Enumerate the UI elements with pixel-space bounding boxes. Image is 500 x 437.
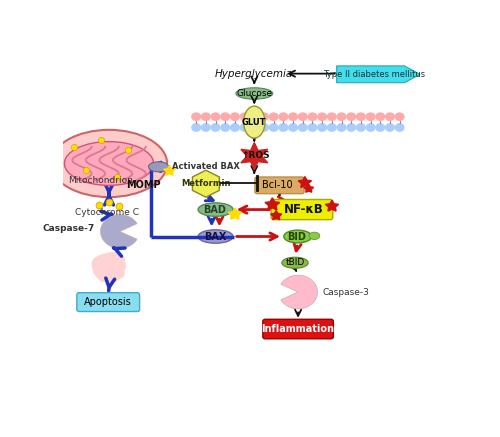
Circle shape (201, 112, 211, 121)
Ellipse shape (284, 230, 312, 243)
Circle shape (375, 112, 386, 121)
FancyBboxPatch shape (271, 199, 333, 220)
Circle shape (327, 123, 337, 132)
Polygon shape (281, 275, 318, 309)
Circle shape (288, 112, 298, 121)
Ellipse shape (244, 106, 265, 138)
Circle shape (288, 123, 298, 132)
Circle shape (230, 123, 240, 132)
Circle shape (240, 123, 250, 132)
Circle shape (336, 112, 346, 121)
Circle shape (346, 112, 356, 121)
Circle shape (317, 123, 327, 132)
Ellipse shape (198, 230, 233, 243)
Circle shape (268, 112, 278, 121)
Polygon shape (270, 211, 281, 220)
Text: Caspase-3: Caspase-3 (322, 288, 369, 297)
Circle shape (375, 123, 386, 132)
Circle shape (278, 112, 288, 121)
Polygon shape (326, 200, 338, 211)
Circle shape (220, 123, 230, 132)
Polygon shape (265, 198, 280, 210)
Text: NF-κB: NF-κB (284, 203, 324, 216)
Circle shape (346, 123, 356, 132)
Circle shape (385, 112, 395, 121)
Text: Hyperglycemia: Hyperglycemia (215, 69, 294, 79)
Circle shape (308, 123, 318, 132)
Text: MOMP: MOMP (126, 180, 161, 190)
Circle shape (366, 112, 376, 121)
Polygon shape (92, 252, 126, 282)
Circle shape (308, 112, 318, 121)
Text: ↑ROS: ↑ROS (241, 151, 270, 160)
Polygon shape (164, 166, 175, 175)
Polygon shape (304, 184, 314, 192)
Text: Caspase-7: Caspase-7 (42, 224, 94, 232)
Circle shape (240, 112, 250, 121)
Ellipse shape (198, 203, 233, 216)
Text: BID: BID (287, 232, 306, 242)
Ellipse shape (282, 257, 308, 268)
Ellipse shape (64, 142, 154, 185)
Circle shape (259, 123, 269, 132)
Circle shape (278, 123, 288, 132)
Circle shape (230, 112, 240, 121)
Text: Activated BAX: Activated BAX (172, 162, 240, 171)
Circle shape (356, 123, 366, 132)
Text: Cytochrome C: Cytochrome C (75, 208, 139, 218)
Text: Mitochondrion: Mitochondrion (68, 177, 133, 185)
Polygon shape (228, 208, 241, 219)
Ellipse shape (51, 130, 167, 197)
Polygon shape (192, 170, 220, 197)
FancyBboxPatch shape (77, 293, 140, 312)
Circle shape (191, 123, 201, 132)
Circle shape (385, 123, 395, 132)
Text: Apoptosis: Apoptosis (84, 297, 132, 307)
Text: Metformin: Metformin (181, 179, 230, 188)
Text: Glucose: Glucose (236, 89, 272, 98)
Text: Type II diabetes mellitus: Type II diabetes mellitus (324, 70, 426, 79)
Circle shape (191, 112, 201, 121)
Polygon shape (241, 142, 268, 170)
Text: tBID: tBID (286, 258, 304, 267)
Circle shape (394, 112, 404, 121)
Text: Bcl-10: Bcl-10 (262, 180, 293, 191)
Ellipse shape (148, 162, 169, 172)
Text: GLUT: GLUT (242, 118, 266, 127)
Circle shape (259, 112, 269, 121)
Circle shape (394, 123, 404, 132)
Circle shape (268, 123, 278, 132)
Circle shape (327, 112, 337, 121)
Circle shape (210, 123, 220, 132)
Circle shape (356, 112, 366, 121)
FancyBboxPatch shape (255, 177, 304, 194)
Circle shape (210, 112, 220, 121)
Circle shape (298, 123, 308, 132)
Ellipse shape (236, 88, 273, 99)
Circle shape (336, 123, 346, 132)
Circle shape (220, 112, 230, 121)
Ellipse shape (309, 232, 320, 239)
Circle shape (366, 123, 376, 132)
Polygon shape (100, 215, 137, 248)
Circle shape (250, 123, 260, 132)
Text: BAX: BAX (204, 232, 227, 242)
Polygon shape (298, 177, 312, 187)
Text: BAD: BAD (203, 205, 226, 215)
Polygon shape (336, 66, 420, 83)
Circle shape (201, 123, 211, 132)
FancyBboxPatch shape (263, 319, 334, 339)
Circle shape (250, 112, 260, 121)
Text: Inflammation: Inflammation (262, 324, 334, 334)
Circle shape (298, 112, 308, 121)
Circle shape (317, 112, 327, 121)
